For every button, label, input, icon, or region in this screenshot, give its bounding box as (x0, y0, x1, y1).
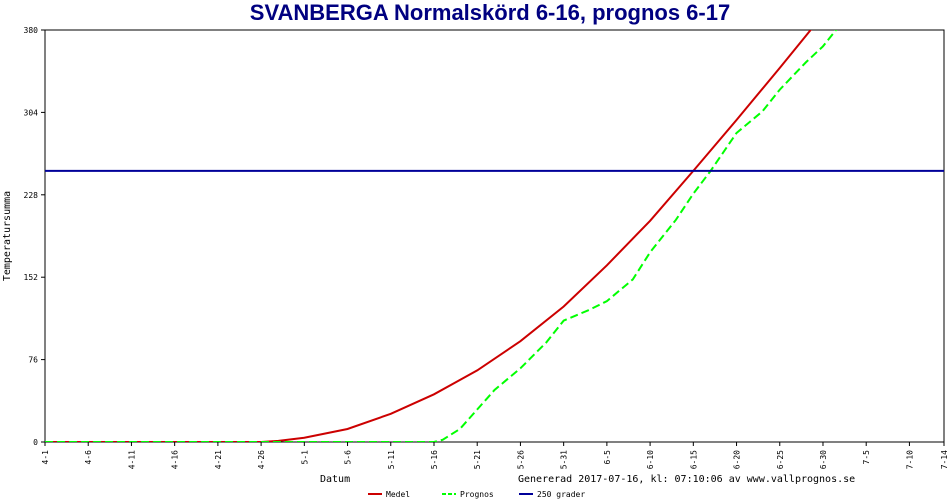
x-tick-label: 6-20 (733, 450, 742, 469)
y-tick-label: 152 (24, 273, 39, 282)
x-tick-label: 6-30 (819, 450, 828, 469)
x-tick-label: 4-16 (171, 450, 180, 469)
y-tick-label: 76 (28, 356, 38, 365)
x-tick-label: 5-21 (473, 450, 482, 469)
x-tick-label: 6-25 (776, 450, 785, 469)
y-tick-label: 0 (33, 438, 38, 447)
x-tick-label: 7-5 (862, 450, 871, 465)
x-tick-label: 6-15 (689, 450, 698, 469)
x-tick-label: 4-21 (214, 450, 223, 469)
footer-note: Genererad 2017-07-16, kl: 07:10:06 av ww… (518, 474, 855, 485)
x-tick-label: 7-14 (940, 450, 949, 469)
legend: Medel Prognos 250 grader (368, 490, 585, 499)
x-axis-label: Datum (320, 474, 350, 485)
x-tick-label: 5-31 (560, 450, 569, 469)
x-tick-label: 5-6 (344, 450, 353, 465)
x-tick-label: 5-26 (516, 450, 525, 469)
legend-label-2: 250 grader (537, 490, 585, 499)
x-tick-label: 4-6 (84, 450, 93, 465)
x-tick-label: 5-16 (430, 450, 439, 469)
legend-label-1: Prognos (460, 490, 494, 499)
x-tick-label: 6-10 (646, 450, 655, 469)
x-tick-label: 4-26 (257, 450, 266, 469)
x-tick-label: 7-10 (905, 450, 914, 469)
chart-title: SVANBERGA Normalskörd 6-16, prognos 6-17 (250, 0, 730, 25)
x-tick-label: 6-5 (603, 450, 612, 465)
x-tick-label: 4-11 (127, 450, 136, 469)
y-tick-label: 304 (24, 108, 39, 117)
series-line-0 (45, 30, 812, 442)
y-axis: 0 76 152 228 304 380 (24, 26, 45, 447)
y-tick-label: 228 (24, 191, 39, 200)
legend-label-0: Medel (386, 490, 410, 499)
plot-frame (44, 29, 945, 443)
series-line-1 (45, 30, 838, 442)
y-tick-label: 380 (24, 26, 39, 35)
x-tick-label: 5-1 (300, 450, 309, 465)
y-axis-label: Temperatursumma (2, 191, 13, 281)
series-layer (45, 30, 944, 442)
x-axis: 4-1 4-6 4-11 4-16 4-21 4-26 5-1 5-6 5-11 5-16 5-21… (41, 442, 949, 469)
x-tick-label: 4-1 (41, 450, 50, 465)
x-tick-label: 5-11 (387, 450, 396, 469)
